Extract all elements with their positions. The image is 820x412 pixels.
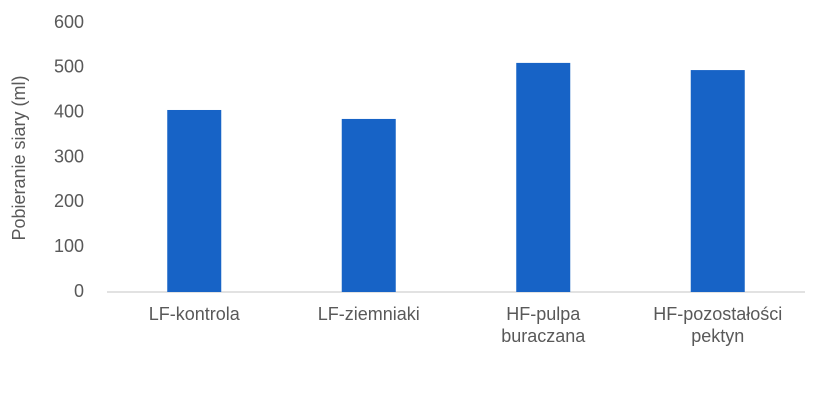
- x-tick-label: HF-pozostałości pektyn: [653, 304, 782, 346]
- bar: [690, 70, 745, 292]
- y-tick-label: 300: [54, 146, 84, 166]
- y-tick-label: 0: [74, 281, 84, 301]
- y-tick-label: 100: [54, 236, 84, 256]
- bar: [167, 109, 222, 292]
- bar: [341, 118, 396, 293]
- y-tick-label: 400: [54, 101, 84, 121]
- x-tick-label: HF-pulpa buraczana: [501, 304, 586, 346]
- y-tick-label: 200: [54, 191, 84, 211]
- y-tick-label: 500: [54, 57, 84, 77]
- x-tick-label: LF-kontrola: [149, 304, 241, 324]
- bar: [516, 62, 571, 292]
- y-tick-label: 600: [54, 12, 84, 32]
- y-axis-label: Pobieranie siary (ml): [9, 75, 29, 240]
- x-tick-label: LF-ziemniaki: [318, 304, 420, 324]
